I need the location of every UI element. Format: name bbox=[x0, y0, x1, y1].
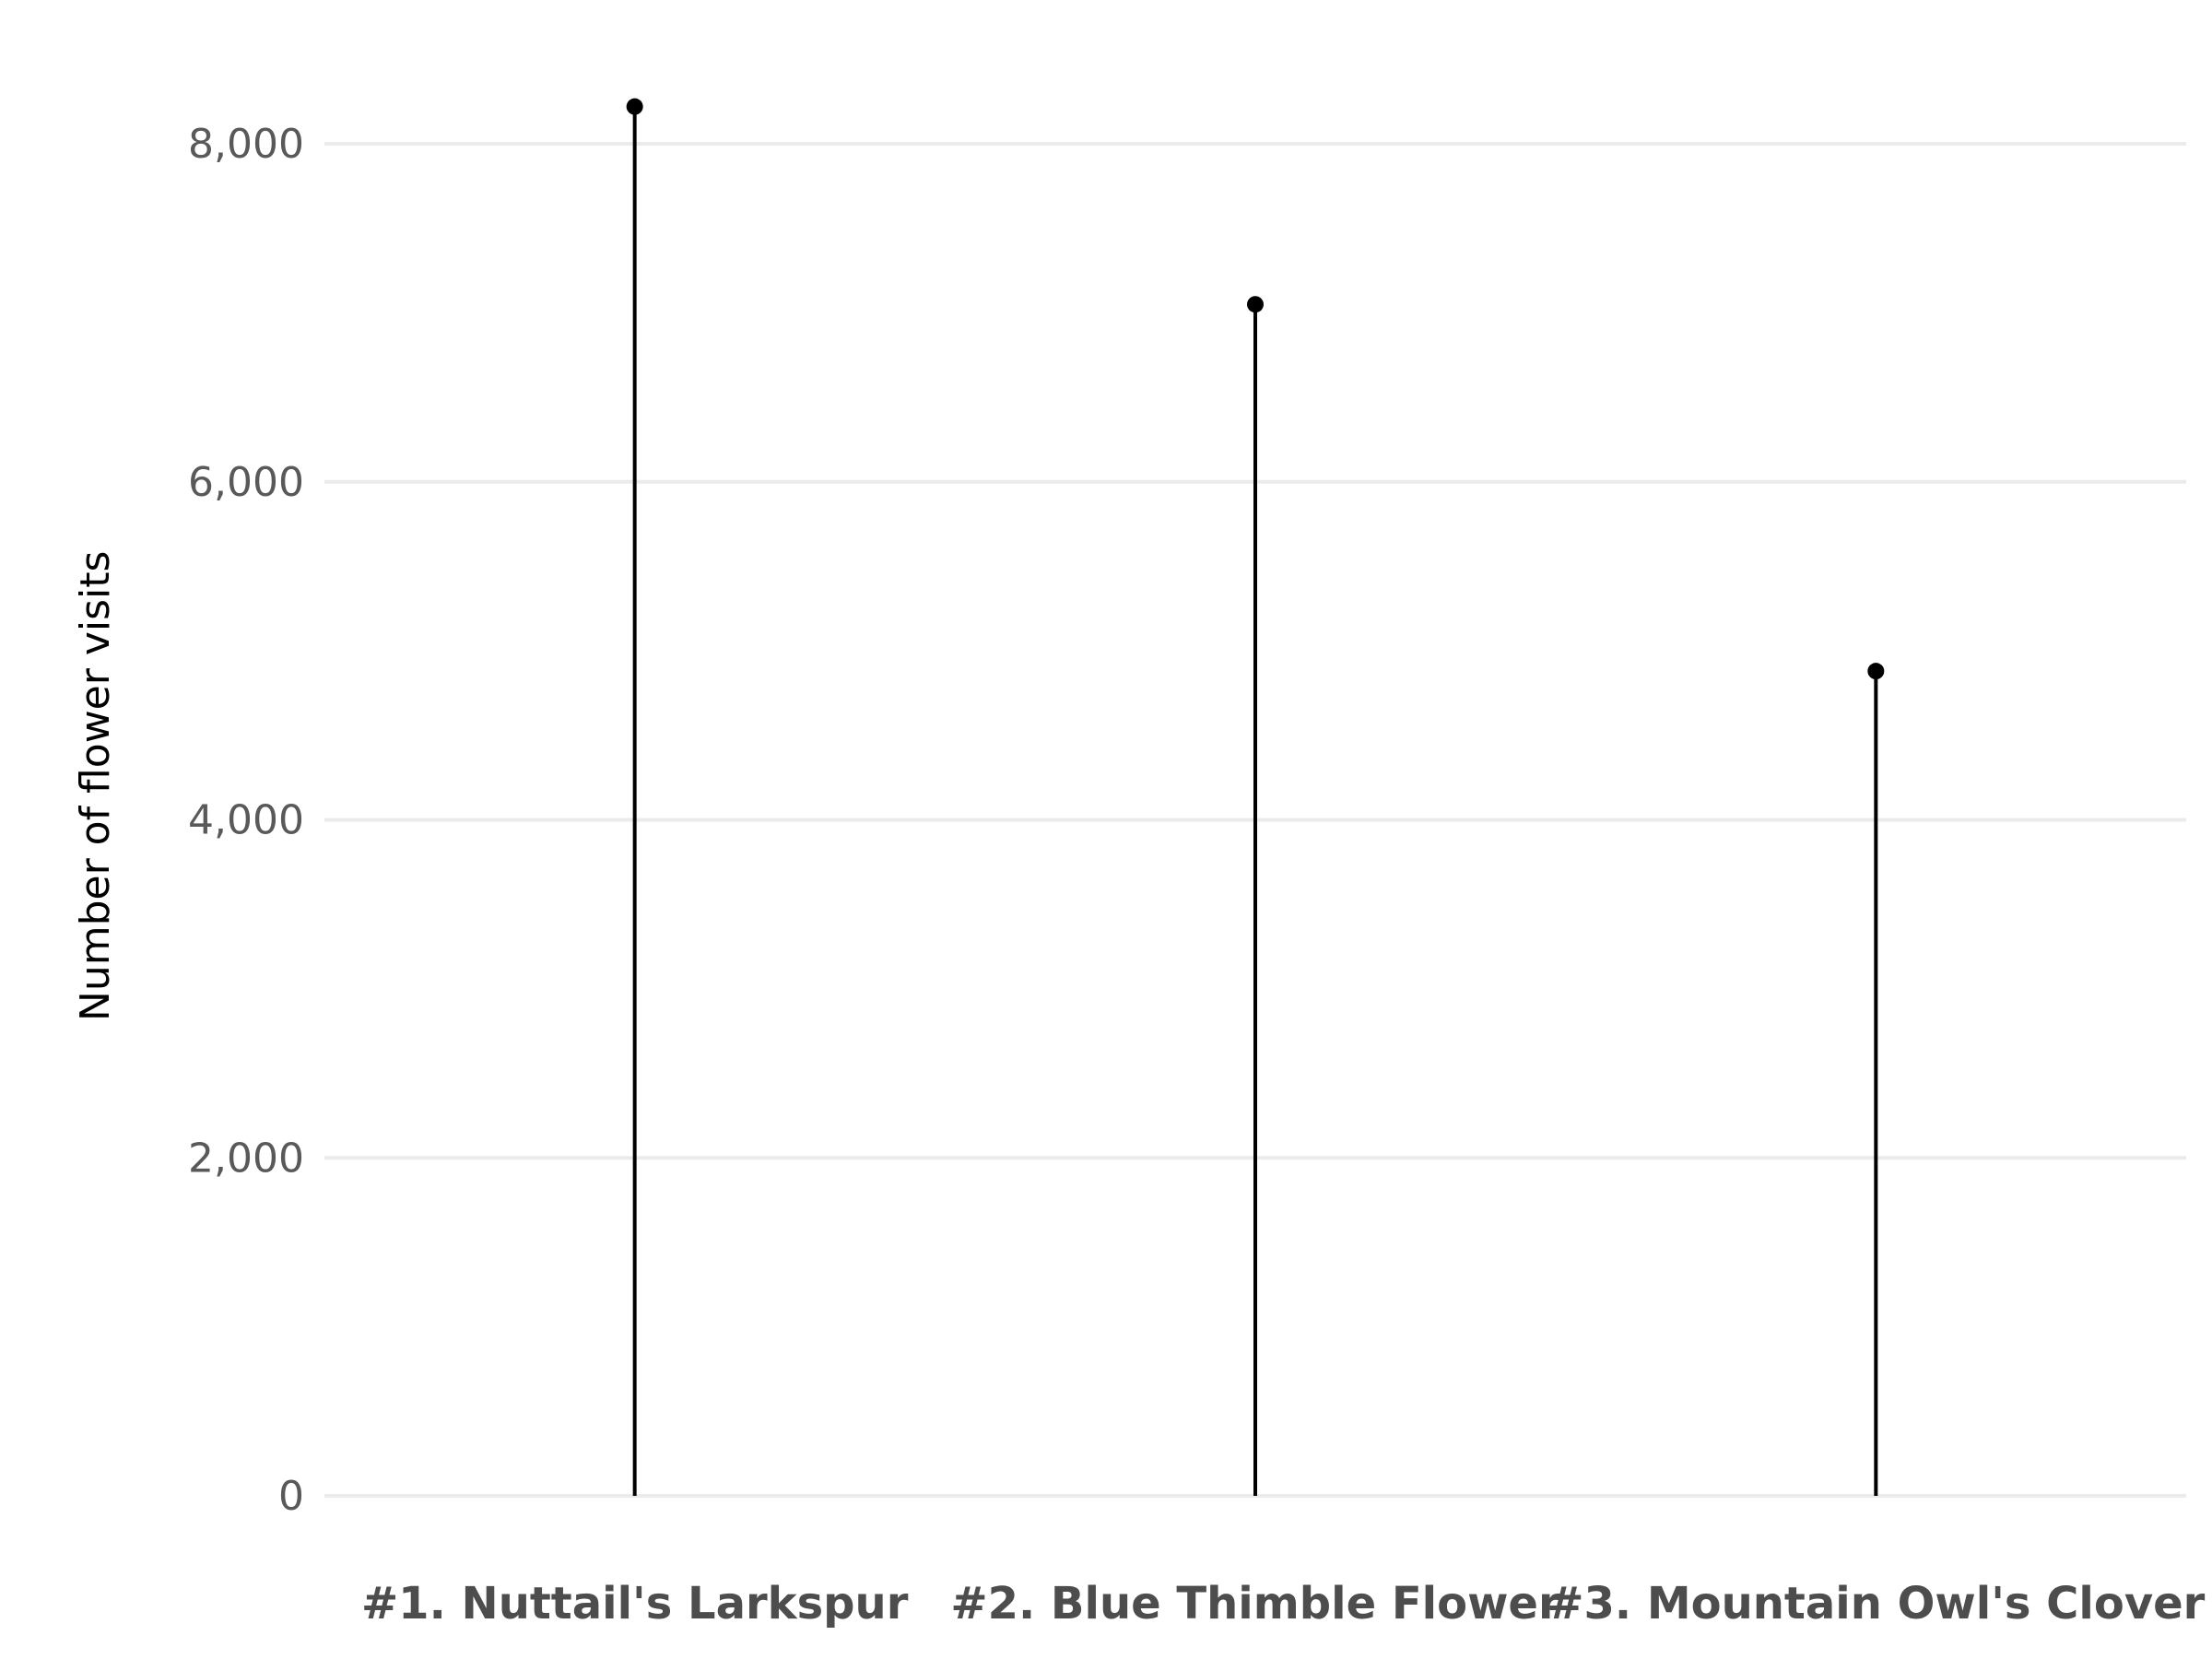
x-category-label: #3. Mountain Owl's Clover bbox=[1547, 1578, 2205, 1630]
x-category-label: #2. Blue Thimble Flower bbox=[950, 1578, 1560, 1630]
y-tick-label: 0 bbox=[278, 1473, 304, 1520]
y-tick-label: 6,000 bbox=[188, 459, 304, 506]
y-axis-title: Number of flower visits bbox=[72, 551, 119, 1021]
x-axis-category-labels: #1. Nuttail's Larkspur #2. Blue Thimble F… bbox=[361, 1578, 2206, 1630]
y-tick-label: 2,000 bbox=[188, 1135, 304, 1182]
y-tick-label: 8,000 bbox=[188, 121, 304, 168]
lollipop-point bbox=[626, 98, 643, 115]
y-tick-label: 4,000 bbox=[188, 797, 304, 844]
lollipop-point bbox=[1247, 296, 1264, 313]
x-category-label: #1. Nuttail's Larkspur bbox=[361, 1578, 909, 1630]
lollipop-point bbox=[1867, 663, 1885, 680]
lollipop-marks bbox=[626, 98, 1885, 1496]
y-axis-tick-labels: 0 2,000 4,000 6,000 8,000 bbox=[188, 121, 304, 1520]
